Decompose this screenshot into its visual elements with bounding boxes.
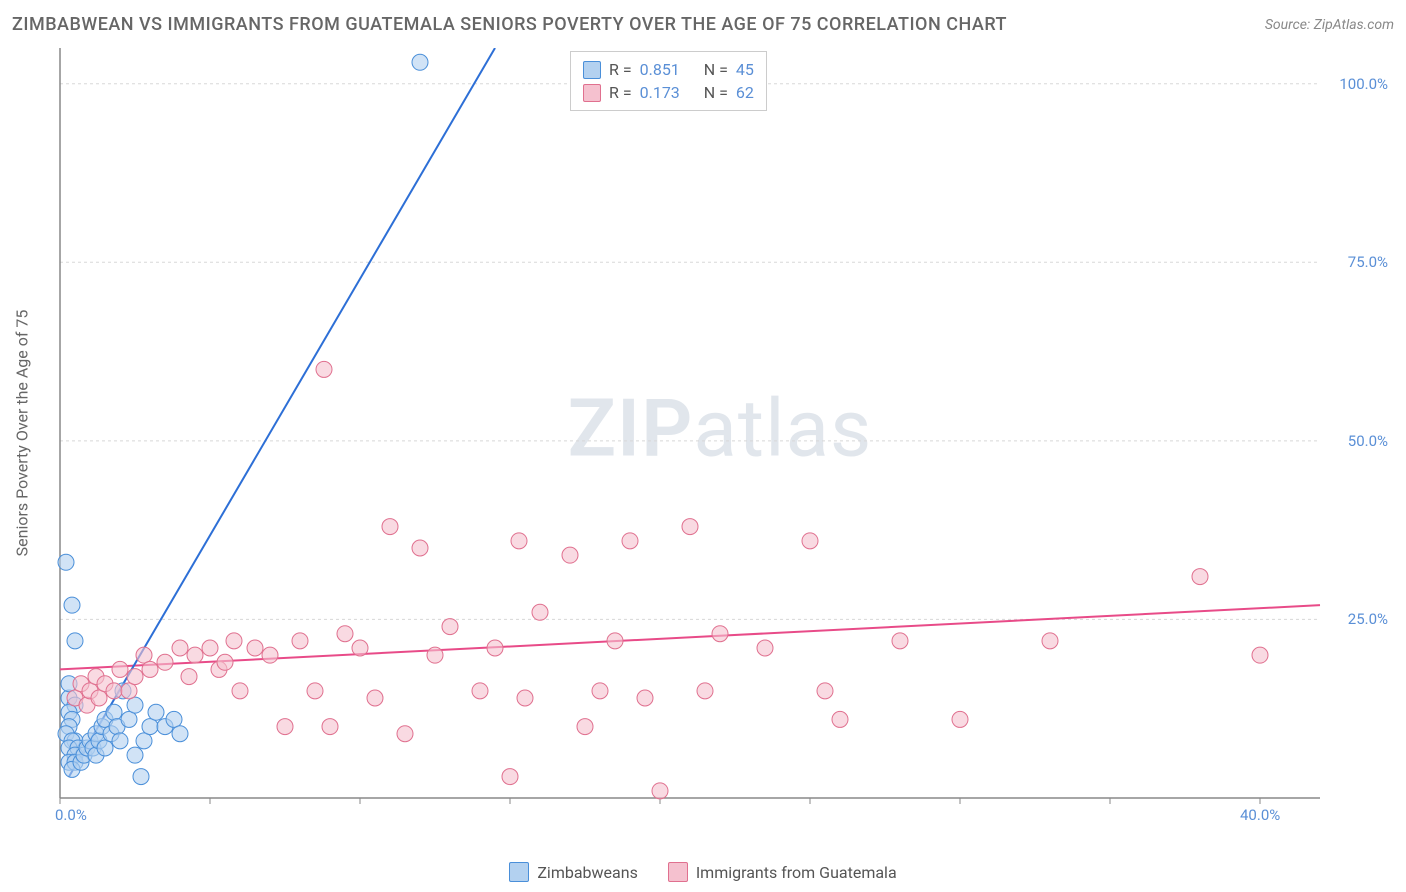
legend-label-blue: Zimbabweans: [537, 863, 637, 882]
chart-title: ZIMBABWEAN VS IMMIGRANTS FROM GUATEMALA …: [12, 14, 1007, 35]
bottom-legend: Zimbabweans Immigrants from Guatemala: [0, 862, 1406, 882]
x-tick-label: 40.0%: [1240, 806, 1280, 824]
y-tick-label: 100.0%: [1339, 75, 1388, 93]
legend-item-blue: Zimbabweans: [509, 862, 637, 882]
scatter-plot: [50, 48, 1390, 818]
y-tick-label: 75.0%: [1348, 253, 1388, 271]
stats-row-blue: R = 0.851 N = 45: [583, 58, 754, 81]
swatch-pink: [668, 862, 688, 882]
stats-legend-box: R = 0.851 N = 45 R = 0.173 N = 62: [570, 51, 767, 111]
swatch-blue: [583, 61, 601, 79]
legend-label-pink: Immigrants from Guatemala: [696, 863, 897, 882]
y-tick-label: 50.0%: [1348, 432, 1388, 450]
swatch-blue: [509, 862, 529, 882]
x-tick-label: 0.0%: [55, 806, 87, 824]
source-attribution: Source: ZipAtlas.com: [1265, 17, 1394, 33]
stats-row-pink: R = 0.173 N = 62: [583, 81, 754, 104]
y-tick-label: 25.0%: [1348, 610, 1388, 628]
swatch-pink: [583, 84, 601, 102]
y-axis-label: Seniors Poverty Over the Age of 75: [13, 310, 32, 557]
legend-item-pink: Immigrants from Guatemala: [668, 862, 897, 882]
chart-area: Seniors Poverty Over the Age of 75 ZIPat…: [50, 48, 1390, 818]
